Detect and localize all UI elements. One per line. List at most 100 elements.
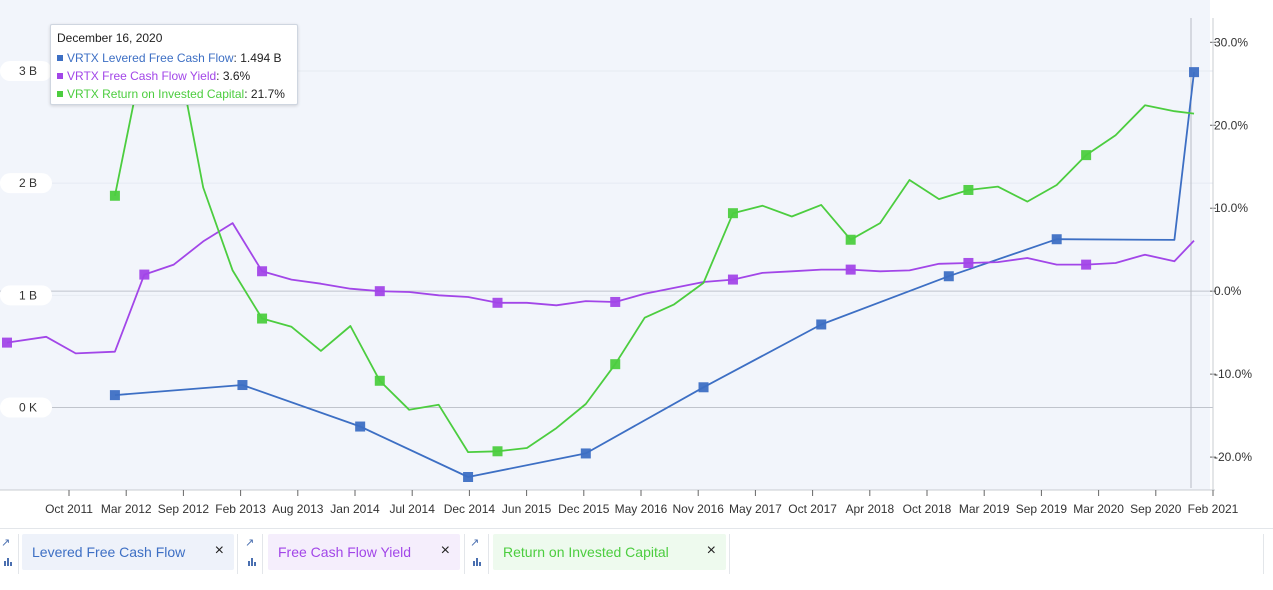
data-marker[interactable]	[610, 296, 621, 307]
data-marker[interactable]	[727, 208, 738, 219]
data-marker[interactable]	[355, 421, 366, 432]
data-marker[interactable]	[580, 448, 591, 459]
legend-label[interactable]: Free Cash Flow Yield	[278, 544, 412, 560]
data-marker[interactable]	[727, 274, 738, 285]
legend-item-yield[interactable]: Free Cash Flow Yield ×	[268, 534, 460, 570]
x-tick-label: Oct 2017	[788, 502, 837, 516]
data-marker[interactable]	[492, 297, 503, 308]
data-marker[interactable]	[374, 286, 385, 297]
legend-bar: ↗ Levered Free Cash Flow × ↗ Free Cash F…	[0, 528, 1273, 590]
legend-divider	[0, 528, 1273, 529]
x-tick-label: Sep 2012	[158, 502, 210, 516]
left-tick-pill	[0, 61, 52, 82]
close-icon[interactable]: ×	[214, 542, 224, 559]
legend-item-fcf[interactable]: Levered Free Cash Flow ×	[22, 534, 234, 570]
left-tick-label: 1 B	[19, 288, 37, 302]
line-chart-icon[interactable]: ↗	[1, 537, 11, 549]
x-tick-label: Feb 2021	[1188, 502, 1239, 516]
data-marker[interactable]	[109, 190, 120, 201]
x-tick-label: Dec 2014	[444, 502, 496, 516]
close-icon[interactable]: ×	[706, 542, 716, 559]
series-swatch-icon	[57, 55, 63, 61]
tooltip-value: 3.6%	[222, 69, 251, 83]
data-marker[interactable]	[963, 257, 974, 268]
x-tick-label: Jul 2014	[390, 502, 436, 516]
legend-separator	[262, 534, 263, 574]
data-marker[interactable]	[1081, 150, 1092, 161]
line-chart-icon[interactable]: ↗	[470, 537, 480, 549]
bar-chart-icon[interactable]	[3, 556, 13, 566]
bar-chart-icon[interactable]	[247, 556, 257, 566]
legend-separator	[464, 534, 465, 574]
legend-separator	[488, 534, 489, 574]
left-axis: 3 B 2 B 1 B 0 K	[0, 61, 52, 418]
data-marker[interactable]	[1051, 234, 1062, 245]
data-marker[interactable]	[1081, 259, 1092, 270]
left-tick-label: 3 B	[19, 64, 37, 78]
tooltip-value: 21.7%	[250, 87, 285, 101]
tooltip-label: VRTX Levered Free Cash Flow	[67, 51, 234, 65]
x-axis: Oct 2011 Mar 2012 Sep 2012 Feb 2013 Aug 2013…	[0, 489, 1239, 516]
x-tick-label: Oct 2011	[45, 502, 93, 516]
right-tick-label: -10.0%	[1214, 367, 1252, 381]
data-marker[interactable]	[943, 271, 954, 282]
x-tick-label: Oct 2018	[903, 502, 952, 516]
data-marker[interactable]	[816, 319, 827, 330]
x-tick-label: Nov 2016	[673, 502, 725, 516]
x-tick-label: May 2016	[615, 502, 668, 516]
x-tick-label: Apr 2018	[845, 502, 894, 516]
bar-chart-icon[interactable]	[472, 556, 482, 566]
series-swatch-icon	[57, 91, 63, 97]
left-tick-pill	[0, 397, 52, 418]
data-marker[interactable]	[463, 472, 474, 482]
data-marker[interactable]	[109, 390, 120, 401]
left-tick-pill	[0, 285, 52, 306]
data-marker[interactable]	[139, 269, 150, 280]
right-tick-label: 20.0%	[1214, 118, 1248, 132]
legend-separator	[18, 534, 19, 574]
line-chart-icon[interactable]: ↗	[245, 537, 255, 549]
chart-type-toggle[interactable]: ↗	[469, 534, 485, 574]
tooltip-row-fcf: VRTX Levered Free Cash Flow: 1.494 B	[57, 49, 291, 67]
data-marker[interactable]	[698, 382, 709, 393]
data-marker[interactable]	[492, 446, 503, 457]
right-tick-label: -20.0%	[1214, 450, 1252, 464]
chart-type-toggle[interactable]: ↗	[0, 534, 16, 574]
data-marker[interactable]	[845, 234, 856, 245]
x-tick-label: Dec 2015	[558, 502, 610, 516]
legend-label[interactable]: Levered Free Cash Flow	[32, 544, 186, 560]
data-marker[interactable]	[237, 380, 248, 391]
data-marker[interactable]	[845, 264, 856, 275]
data-marker[interactable]	[1189, 67, 1200, 78]
right-tick-label: 10.0%	[1214, 201, 1248, 215]
left-tick-pill	[0, 173, 52, 194]
close-icon[interactable]: ×	[440, 542, 450, 559]
data-marker[interactable]	[610, 359, 621, 370]
chart-type-toggle[interactable]: ↗	[244, 534, 260, 574]
series-swatch-icon	[57, 73, 63, 79]
right-tick-label: 0.0%	[1214, 284, 1242, 298]
legend-separator	[237, 534, 238, 574]
x-tick-label: Mar 2020	[1073, 502, 1124, 516]
x-tick-label: Feb 2013	[215, 502, 266, 516]
x-tick-label: Sep 2019	[1016, 502, 1068, 516]
legend-label[interactable]: Return on Invested Capital	[503, 544, 669, 560]
legend-separator	[729, 534, 730, 574]
x-tick-label: Mar 2019	[959, 502, 1010, 516]
tooltip-row-roic: VRTX Return on Invested Capital: 21.7%	[57, 85, 291, 103]
x-tick-label: Jan 2014	[330, 502, 380, 516]
right-axis-background	[1210, 0, 1273, 490]
data-marker[interactable]	[257, 266, 268, 277]
legend-item-roic[interactable]: Return on Invested Capital ×	[493, 534, 726, 570]
data-marker[interactable]	[257, 313, 268, 324]
x-tick-label: Mar 2012	[101, 502, 152, 516]
tooltip-date: December 16, 2020	[57, 31, 163, 45]
data-marker[interactable]	[2, 337, 12, 348]
right-tick-label: 30.0%	[1214, 35, 1248, 49]
x-tick-label: Sep 2020	[1130, 502, 1182, 516]
data-marker[interactable]	[963, 184, 974, 195]
series-layer	[2, 33, 1200, 482]
tooltip-label: VRTX Return on Invested Capital	[67, 87, 245, 101]
data-marker[interactable]	[374, 375, 385, 386]
series-line-3	[114, 33, 1195, 454]
